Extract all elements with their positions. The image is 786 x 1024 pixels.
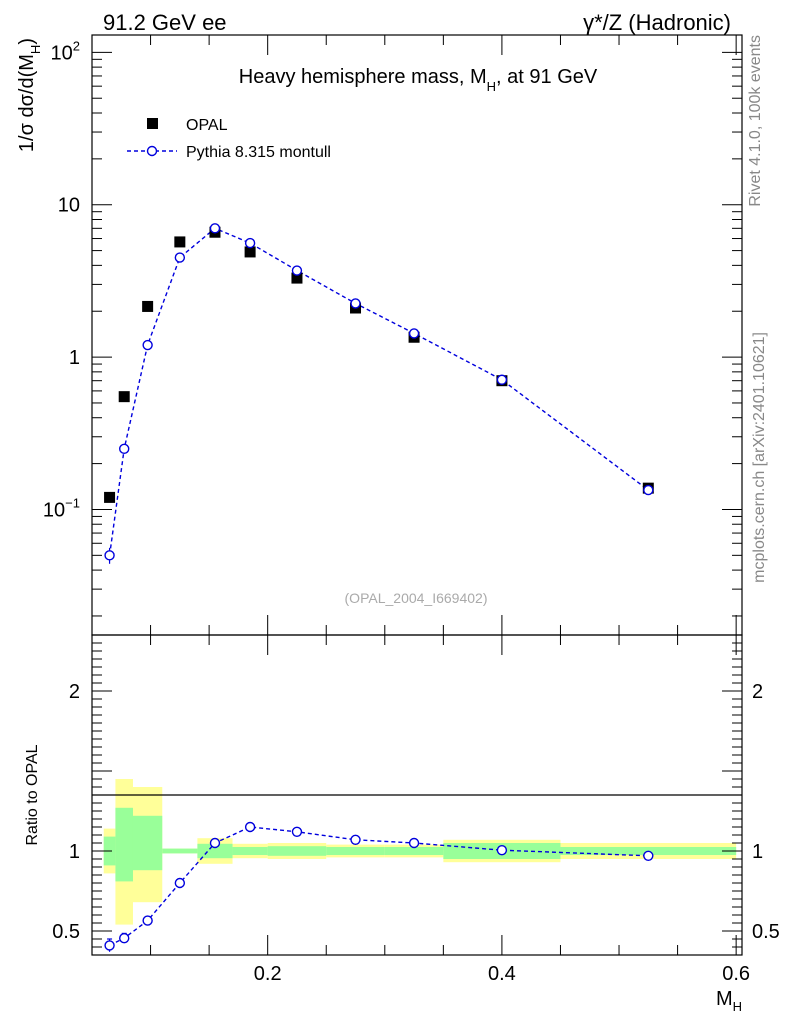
pythia-data-point — [291, 265, 303, 276]
ratio-data-point — [408, 837, 420, 849]
ratio-panel: 0.5 0.5 1 1 2 2 0.2 0.4 0.6 Ratio to OPAL MH — [24, 634, 780, 1014]
pythia-data-point — [643, 484, 654, 496]
ratio-stat-uncertainty-band — [384, 847, 444, 855]
ratio-data-point — [119, 933, 130, 944]
legend: OPAL Pythia 8.315 montull — [127, 117, 331, 161]
ratio-data-point — [350, 834, 361, 845]
header-right-label: γ*/Z (Hadronic) — [583, 10, 731, 35]
opal-data-point — [291, 272, 303, 284]
pythia-series-line — [108, 227, 649, 556]
ratio-data-point — [104, 940, 115, 951]
ratio-ylabel: Ratio to OPAL — [24, 744, 41, 845]
opal-data-point — [118, 391, 130, 403]
ratio-data-point — [142, 915, 153, 926]
pythia-data-point — [119, 443, 130, 455]
ratio-xtick-label: 0.4 — [488, 963, 516, 985]
legend-pythia-marker — [146, 145, 158, 157]
pythia-data-point — [350, 298, 361, 309]
main-panel: 10−1 1 10 102 Heavy hemisphere mass, MH, at… — [16, 34, 743, 636]
ratio-data-point — [643, 850, 654, 861]
main-ytick-label: 10 — [58, 195, 80, 217]
main-title: Heavy hemisphere mass, MH, at 91 GeV — [239, 66, 598, 94]
ratio-data-point — [496, 845, 508, 856]
header-left-label: 91.2 GeV ee — [103, 10, 227, 35]
watermark-label: (OPAL_2004_I669402) — [345, 590, 488, 606]
ratio-stat-uncertainty-band — [267, 846, 327, 856]
pythia-data-point — [174, 252, 186, 263]
rivet-info-label: Rivet 4.1.0, 100k events — [747, 35, 764, 207]
ratio-data-point — [209, 837, 221, 849]
opal-data-point — [174, 236, 186, 248]
pythia-data-point — [244, 237, 256, 249]
main-ytick-label: 102 — [51, 38, 80, 64]
pythia-data-point — [496, 374, 508, 385]
ratio-data-point — [291, 826, 303, 837]
ratio-stat-uncertainty-band — [326, 847, 385, 855]
ratio-ytick-label-left: 0.5 — [52, 921, 80, 943]
ratio-xtick-label: 0.6 — [722, 963, 750, 985]
ratio-ytick-label-left: 1 — [69, 841, 80, 863]
ratio-ytick-label-right: 1 — [752, 841, 763, 863]
main-ylabel: 1/σ dσ/d(MH) — [16, 38, 43, 152]
ratio-stat-uncertainty-band — [132, 815, 163, 871]
opal-data-point — [142, 300, 154, 312]
pythia-data-point — [209, 223, 221, 234]
ratio-series-line — [109, 826, 649, 947]
ratio-ytick-label-right: 0.5 — [752, 921, 780, 943]
pythia-data-point — [142, 339, 153, 351]
legend-pythia-label: Pythia 8.315 montull — [186, 144, 331, 161]
ratio-xtick-label: 0.2 — [254, 963, 282, 985]
ratio-data-point — [174, 877, 186, 889]
ratio-ytick-label-right: 2 — [752, 681, 763, 703]
ratio-xlabel: MH — [716, 988, 742, 1014]
ratio-stat-uncertainty-band — [115, 807, 133, 882]
legend-opal-label: OPAL — [186, 117, 228, 134]
ratio-stat-uncertainty-band — [197, 843, 233, 859]
opal-data-point — [244, 246, 256, 258]
opal-data-point — [104, 491, 116, 503]
mcplots-label: mcplots.cern.ch [arXiv:2401.10621] — [751, 332, 768, 583]
ratio-stat-uncertainty-band — [232, 847, 268, 855]
ratio-ytick-label-left: 2 — [69, 681, 80, 703]
main-ytick-label: 1 — [69, 347, 80, 369]
pythia-data-point — [408, 328, 420, 339]
ratio-data-point — [244, 821, 256, 833]
pythia-data-point — [104, 550, 115, 561]
ratio-stat-uncertainty-band — [162, 848, 198, 854]
legend-opal-marker — [147, 118, 158, 129]
main-ytick-label: 10−1 — [43, 495, 80, 521]
